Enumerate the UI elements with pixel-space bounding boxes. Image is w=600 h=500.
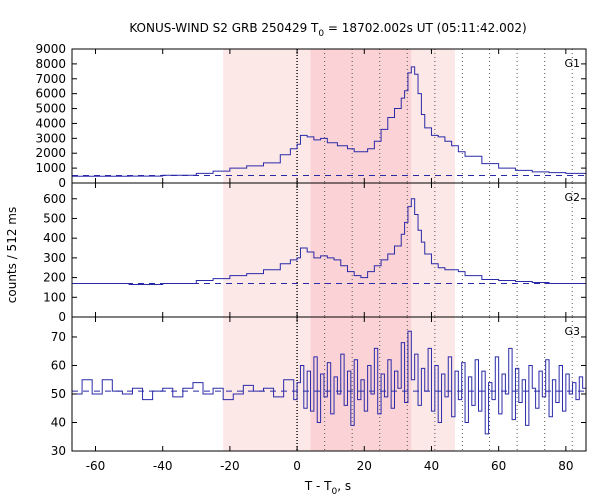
y-tick-label: 40 [51, 415, 66, 429]
panel-label: G1 [564, 57, 580, 70]
y-tick-label: 0 [58, 176, 66, 190]
y-tick-label: 70 [51, 330, 66, 344]
y-tick-label: 50 [51, 387, 66, 401]
x-tick-label: 60 [491, 459, 506, 473]
y-tick-label: 4000 [35, 116, 66, 130]
panel-g3: 30 40 50 60 70 G3 -60 -40 -20 0 20 40 60 80 [51, 316, 587, 473]
y-tick-label: 0 [58, 310, 66, 324]
y-tick-label: 400 [43, 231, 66, 245]
light-curve-g2 [72, 198, 586, 285]
y-tick-label: 1000 [35, 161, 66, 175]
shaded-region-2 [310, 183, 412, 317]
x-tick-label: 40 [424, 459, 439, 473]
x-tick-label: 20 [357, 459, 372, 473]
panel-label: G2 [564, 191, 580, 204]
x-tick-label: -40 [153, 459, 173, 473]
panel-label: G3 [564, 325, 580, 338]
light-curve-g3 [72, 330, 587, 435]
panels: 0100020003000400050006000700080009000G10… [35, 42, 587, 473]
x-tick-label: 80 [558, 459, 573, 473]
y-tick-label: 5000 [35, 102, 66, 116]
chart-title: KONUS-WIND S2 GRB 250429 T0 = 18702.002s… [129, 21, 526, 39]
x-tick-label: 0 [293, 459, 301, 473]
y-tick-label: 60 [51, 358, 66, 372]
light-curve-g1 [72, 66, 587, 177]
x-axis-label: T - T0, s [304, 479, 351, 497]
y-tick-label: 200 [43, 271, 66, 285]
y-tick-label: 30 [51, 444, 66, 458]
x-tick-label: -60 [86, 459, 106, 473]
y-tick-label: 9000 [35, 42, 66, 56]
y-tick-label: 7000 [35, 72, 66, 86]
panel-frame [71, 316, 587, 452]
x-tick-label: -20 [220, 459, 240, 473]
y-tick-label: 300 [43, 251, 66, 265]
panel-g2: 0 100 200 300 400 500 600 G2 [43, 182, 587, 324]
y-tick-label: 6000 [35, 87, 66, 101]
y-tick-label: 3000 [35, 131, 66, 145]
y-axis-label: counts / 512 ms [5, 207, 19, 303]
shaded-region-2 [310, 49, 412, 183]
y-tick-label: 600 [43, 192, 66, 206]
y-tick-label: 500 [43, 211, 66, 225]
y-tick-label: 100 [43, 290, 66, 304]
y-tick-label: 2000 [35, 146, 66, 160]
y-tick-label: 8000 [35, 57, 66, 71]
